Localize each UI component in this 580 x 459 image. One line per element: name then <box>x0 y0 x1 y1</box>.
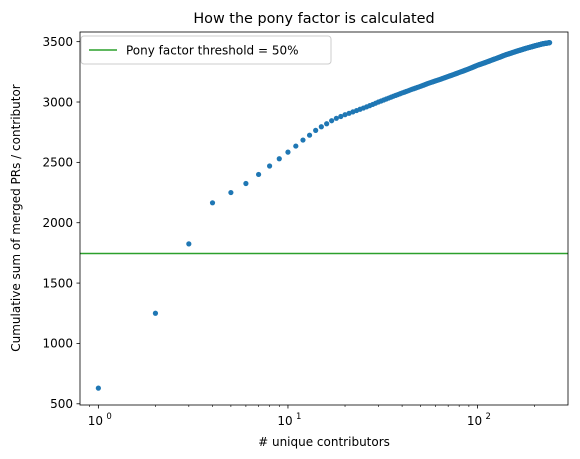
data-point <box>95 385 101 391</box>
data-point <box>293 143 299 149</box>
x-tick-label: 10 <box>277 414 292 428</box>
data-point <box>243 180 249 187</box>
x-tick-exponent: 0 <box>106 412 111 422</box>
data-point <box>186 241 192 247</box>
data-point <box>342 112 348 118</box>
x-axis-ticks: 10 0 10 1 10 2 <box>88 405 535 428</box>
chart-title: How the pony factor is calculated <box>193 11 434 27</box>
legend-box <box>80 35 332 65</box>
x-tick-exponent: 2 <box>486 412 491 422</box>
data-point <box>306 132 313 138</box>
data-point <box>547 40 553 46</box>
data-point <box>324 121 330 127</box>
data-point <box>285 149 291 155</box>
y-tick-label: 1000 <box>42 337 73 351</box>
data-point <box>333 115 339 121</box>
x-tick-label: 10 <box>467 414 482 428</box>
data-series <box>95 40 553 391</box>
data-point <box>276 156 282 162</box>
y-tick-label: 500 <box>50 397 73 411</box>
data-point <box>228 189 234 196</box>
x-tick-label: 10 <box>88 414 103 428</box>
data-point <box>266 163 273 169</box>
y-tick-label: 2500 <box>42 156 73 170</box>
data-point <box>255 171 262 178</box>
data-point <box>338 113 344 120</box>
y-tick-label: 3500 <box>42 35 73 49</box>
data-point <box>152 310 159 316</box>
x-axis-label: # unique contributors <box>258 435 390 449</box>
data-point <box>318 124 324 130</box>
y-tick-label: 2000 <box>42 216 73 230</box>
x-tick-exponent: 1 <box>296 412 301 422</box>
data-point <box>209 200 216 206</box>
y-axis-ticks: 500 1000 1500 2000 2500 3000 3500 <box>42 35 80 411</box>
data-point <box>300 137 306 143</box>
data-point <box>329 118 335 124</box>
data-point <box>313 127 319 133</box>
axes-frame <box>79 31 569 406</box>
y-tick-label: 3000 <box>42 95 73 109</box>
legend-label: Pony factor threshold = 50% <box>126 44 299 58</box>
legend: Pony factor threshold = 50% <box>80 35 332 65</box>
y-axis-label: Cumulative sum of merged PRs / contribut… <box>9 84 23 352</box>
y-tick-label: 1500 <box>42 276 73 290</box>
